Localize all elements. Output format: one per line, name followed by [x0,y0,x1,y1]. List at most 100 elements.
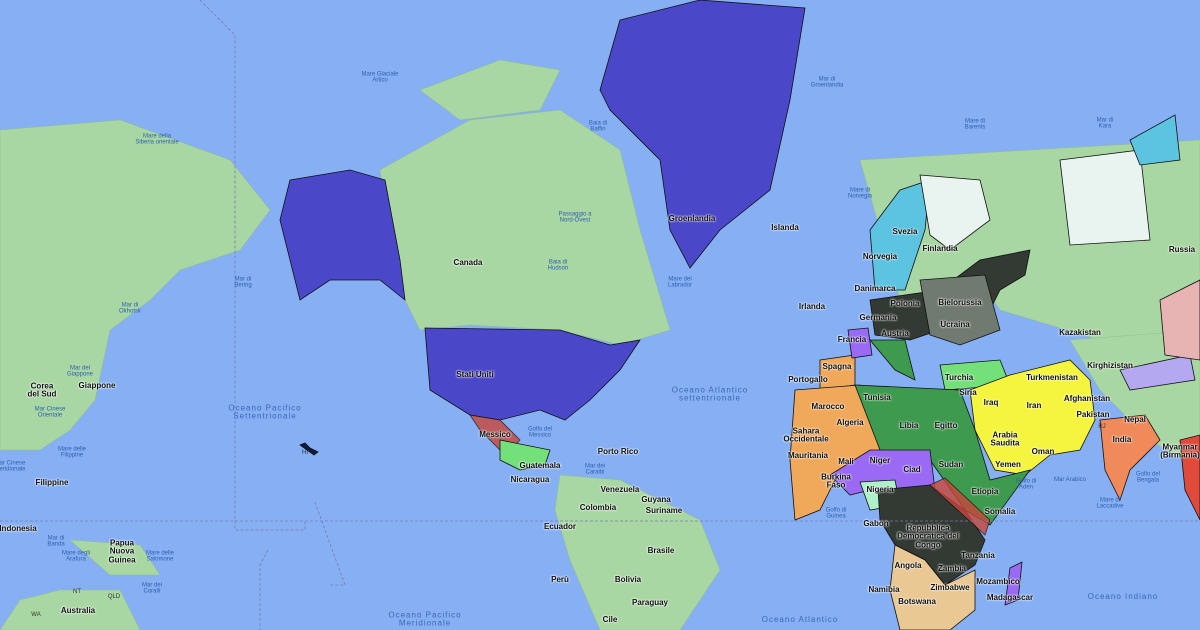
sea-label: Mar Cinese Orientale [34,406,66,419]
country-label: Brasile [647,545,675,555]
region-codes-label: HI [302,449,308,456]
finland-shape [919,174,991,251]
country-label: Mauritania [787,450,829,460]
country-label: Tunisia [863,392,891,402]
country-label: Australia [60,605,96,615]
country-label: Ucraina [940,319,970,329]
italy-shape [869,339,916,381]
country-label: Libia [899,420,919,430]
sea-label: Baia di Hudson [547,259,569,272]
region-codes-label: WA [31,611,41,618]
country-label: Guatemala [519,460,561,470]
country-label: Islanda [771,222,799,232]
country-label: Mali [838,456,854,466]
sea-label: Mar di Bering [234,276,252,289]
country-label: Giappone [78,380,116,390]
iberia-shape [819,354,856,391]
sea-label: Passaggio a Nord-Ovest [558,211,592,224]
country-label: Marocco [811,401,845,411]
country-label: Zambia [937,563,967,573]
country-label: Algeria [836,417,864,427]
russia-north-shape [1059,149,1151,246]
country-label: Indonesia [0,523,37,533]
country-label: Yemen [995,459,1021,469]
region-codes-label: NT [73,588,81,595]
sea-label: Baia di Baffin [588,120,608,133]
sea-label: Golfo del Messico [527,426,553,439]
ocean-label: Oceano Pacifico Settentrionale [228,403,302,421]
europe-gray-shape [919,274,1001,346]
sea-label: Mar dei Coralli [141,582,163,595]
country-label: Austria [881,328,909,338]
country-label: Egitto [934,420,958,430]
hawaii-shape [299,442,319,456]
ocean-label: Oceano Atlantico settentrionale [671,385,749,403]
country-label: Svezia [892,226,918,236]
country-label: Tanzania [961,550,995,560]
sea-label: Mar Cinese Meridionale [0,460,26,473]
country-label: Niger [869,455,891,465]
country-label: Botswana [898,596,936,606]
country-label: Ecuador [543,521,577,531]
country-label: Danimarca [854,283,896,293]
country-label: Stati Uniti [456,369,494,379]
region-codes-label: QLD [107,593,121,600]
madagascar-shape [1004,561,1023,606]
country-label: Afghanistan [1063,393,1111,403]
scandinavia-shape [869,179,931,291]
country-label: Ciad [903,464,921,474]
middle-east-shape [969,359,1096,476]
sea-label: Mar di Kara [1096,117,1114,130]
country-label: Etiopia [971,486,999,496]
country-label: Papua Nuova Guinea [108,538,136,565]
country-label: Pakistan [1076,409,1110,419]
country-label: Iraq [983,397,999,407]
country-label: Angola [894,560,922,570]
country-label: Sudan [938,459,964,469]
country-label: Francia [837,334,867,344]
sea-label: Mar di Banda [47,535,65,548]
central-america-shape [499,439,551,471]
region-codes-label: RJ [1098,423,1106,430]
southern-africa-shape [889,544,976,630]
country-label: Germania [859,312,897,322]
ocean-label: Oceano Indiano [1087,591,1159,601]
mongolia-shape [1159,279,1200,361]
country-label: Myanmar (Birmania) [1160,442,1200,460]
country-label: Bielorussia [938,297,982,307]
country-label: Polonia [890,298,920,308]
usa-shape [424,327,641,421]
alaska-shape [279,169,406,301]
country-label: Gabon [863,518,889,528]
country-label: Venezuela [600,484,640,494]
country-label: Madagascar [986,592,1034,602]
sea-label: Mare delle Filippine [57,446,87,459]
country-label: Colombia [579,502,617,512]
country-label: Burkina Faso [821,472,851,490]
country-label: Zimbabwe [930,582,970,592]
country-label: Bolivia [614,574,642,584]
sea-label: Mare del Labrador [667,276,693,289]
country-label: Filippine [35,477,69,487]
country-label: Arabia Saudita [990,430,1020,448]
sea-label: Mar dei Caraibi [584,463,606,476]
country-label: Russia [1168,244,1196,254]
country-label: Irlanda [798,301,826,311]
india-shape [1099,414,1161,502]
sea-label: Mare delle Salomone [145,550,175,563]
se-asia-shape [1179,434,1200,521]
country-label: Nicaragua [510,474,550,484]
country-label: Mozambico [976,576,1020,586]
sea-label: Golfo di Aden [1015,478,1037,491]
sea-label: Mare della Siberia orientale [135,133,179,146]
sea-label: Mare di Barents [964,118,986,131]
country-label: Perù [551,574,569,584]
sea-label: Mar del Giappone [66,365,94,378]
sea-label: Mar Arabico [1053,476,1087,483]
country-label: Turkmenistan [1026,372,1078,382]
country-label: Canada [453,257,483,267]
sea-label: Mare degli Arafura [61,550,91,563]
ocean-label: Oceano Pacifico Meridionale [388,610,462,628]
